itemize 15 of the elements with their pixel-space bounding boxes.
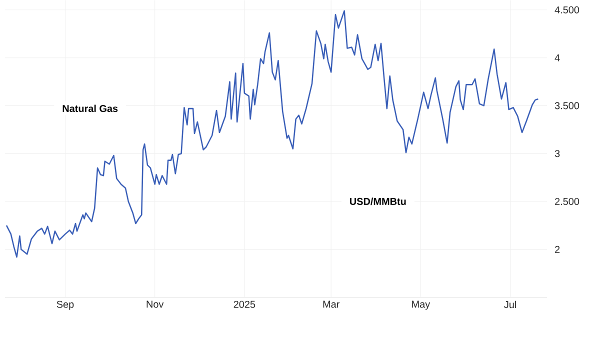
x-tick-label: May [412, 300, 430, 310]
x-tick-label: Mar [323, 300, 340, 308]
annotation: Natural Gas [62, 104, 118, 112]
x-tick-label: Nov [146, 300, 164, 308]
x-tick-label: 2025 [234, 300, 256, 308]
y-tick-label: 3 [554, 150, 560, 157]
x-tick-label: Sep [56, 300, 74, 310]
y-tick-label: 4 [554, 54, 560, 62]
x-tick-label: Jul [504, 300, 516, 308]
y-tick-label: 2 [555, 246, 560, 253]
annotation: USD/MMBtu [350, 198, 406, 205]
y-tick-label: 2.500 [555, 198, 580, 205]
line-series [6, 10, 539, 258]
y-tick-label: 3.500 [554, 102, 580, 110]
y-tick-label: 4.500 [554, 6, 580, 14]
